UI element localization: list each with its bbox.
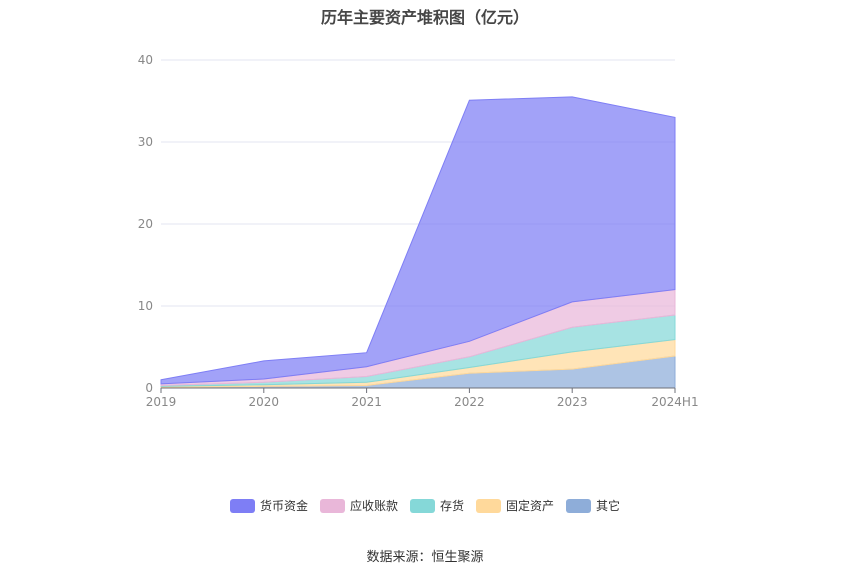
legend-swatch: [319, 498, 345, 513]
y-tick-label: 40: [138, 53, 153, 67]
y-tick-label: 20: [138, 217, 153, 231]
legend-label: 其它: [596, 499, 621, 513]
legend-swatch: [229, 498, 255, 513]
x-tick-label: 2024H1: [651, 395, 698, 409]
area-layer: [160, 96, 676, 389]
legend: 货币资金 应收账款 存货 固定资产 其它: [0, 497, 850, 514]
legend-label: 货币资金: [259, 499, 308, 513]
legend-label: 固定资产: [506, 499, 555, 513]
legend-swatch: [409, 498, 435, 513]
legend-swatch: [476, 498, 501, 513]
legend-item[interactable]: 存货: [409, 497, 464, 514]
area-series-货币资金[interactable]: [160, 96, 676, 385]
x-tick-label: 2022: [454, 395, 485, 409]
legend-swatch: [566, 498, 592, 513]
x-tick-label: 2023: [557, 395, 588, 409]
chart-title: 历年主要资产堆积图（亿元）: [320, 8, 529, 27]
y-tick-label: 30: [138, 135, 153, 149]
y-tick-label: 10: [138, 299, 153, 313]
legend-item[interactable]: 其它: [566, 497, 620, 514]
legend-item[interactable]: 固定资产: [476, 497, 554, 514]
axis-layer: 0 10 20 30 40 2019 2020 2021 2022 2023 2024H1: [138, 53, 699, 409]
source-note: 数据来源：恒生聚源: [366, 550, 484, 565]
x-tick-label: 2020: [249, 395, 280, 409]
x-tick-label: 2021: [351, 395, 382, 409]
legend-item[interactable]: 应收账款: [319, 497, 398, 514]
legend-label: 存货: [439, 499, 464, 513]
legend-item[interactable]: 货币资金: [229, 497, 308, 514]
y-tick-label: 0: [145, 381, 153, 395]
legend-label: 应收账款: [349, 499, 398, 513]
x-tick-label: 2019: [146, 395, 177, 409]
